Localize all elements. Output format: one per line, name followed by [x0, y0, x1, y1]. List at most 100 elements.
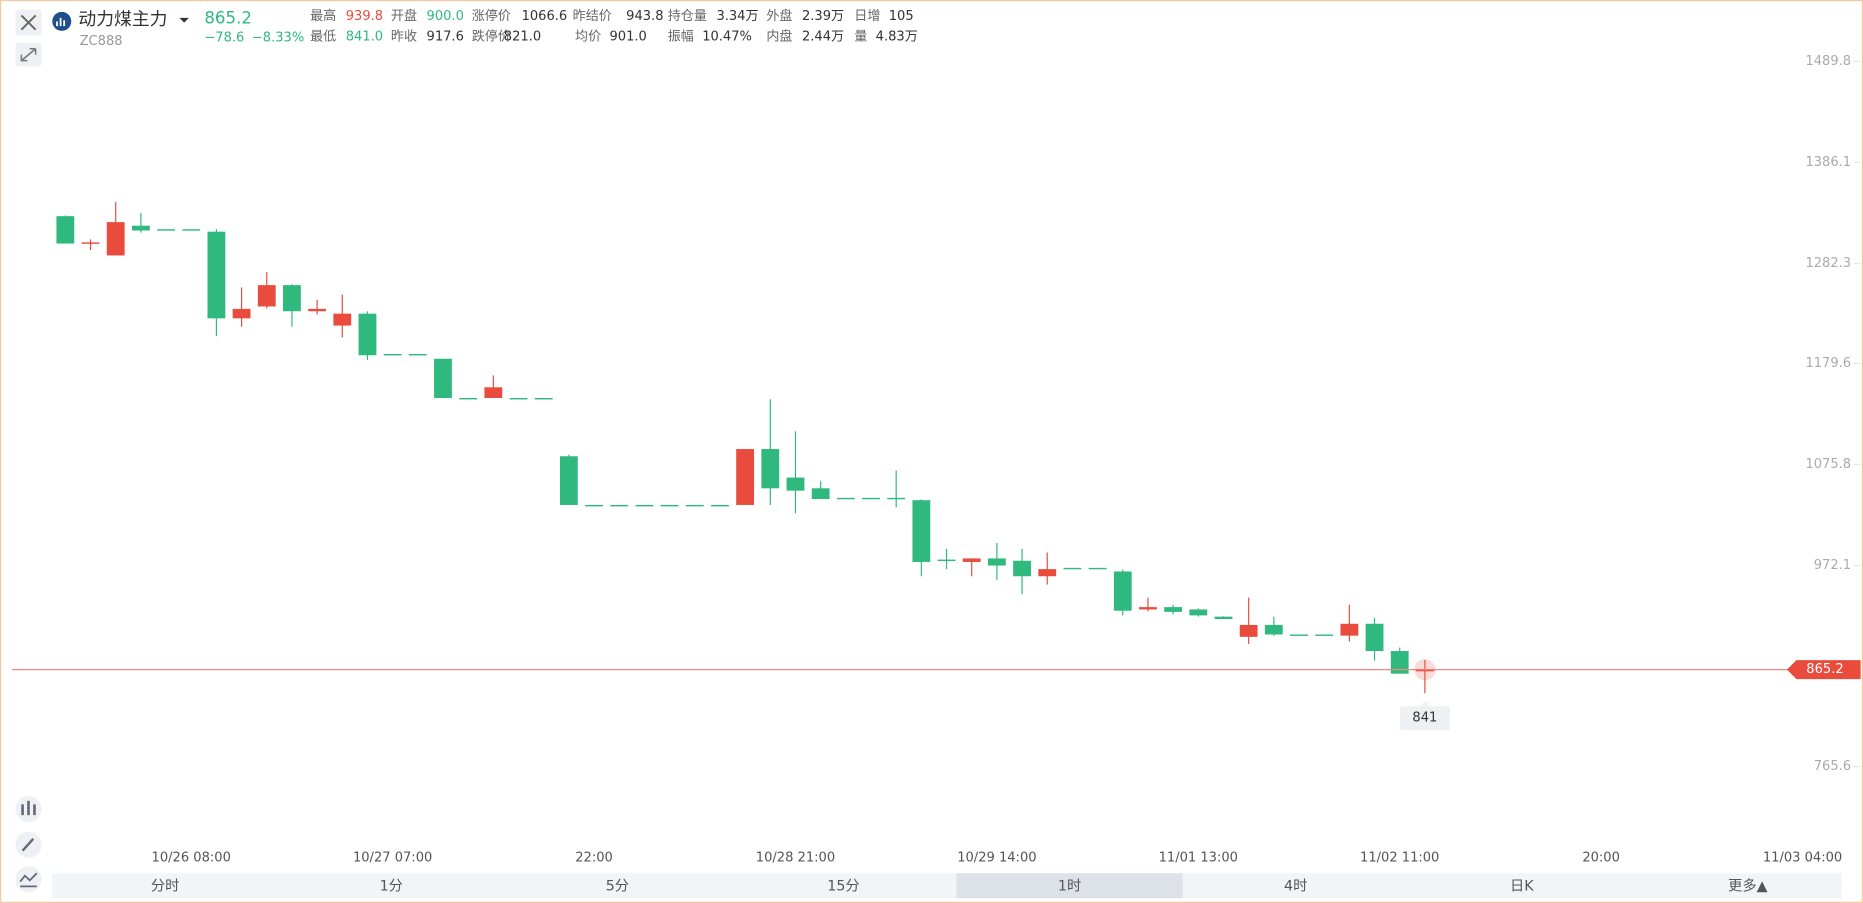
period-tab[interactable]: 分时 — [151, 877, 180, 894]
stat-value: 4.83万 — [876, 29, 918, 44]
stat-label: 持仓量 — [668, 9, 707, 24]
logo — [52, 11, 72, 31]
candle-body — [685, 504, 704, 507]
candle-body — [408, 353, 427, 356]
candle-body — [660, 504, 679, 507]
stat-value: 105 — [889, 9, 914, 24]
y-tick-label: 972.1 — [1814, 558, 1851, 573]
stat-label: 日增 — [854, 9, 880, 24]
candle-body — [131, 225, 150, 231]
candle-body — [1063, 567, 1082, 570]
candle-body — [434, 358, 452, 399]
last-price-tag — [1786, 660, 1861, 680]
candle-body — [1113, 571, 1132, 611]
x-tick-label: 10/29 14:00 — [957, 850, 1036, 865]
candle-body — [81, 242, 100, 244]
candle-body — [1290, 634, 1308, 636]
period-tab[interactable]: 15分 — [827, 877, 859, 894]
candle-body — [1390, 651, 1409, 674]
stat-label: 最低 — [310, 29, 336, 44]
close-button[interactable] — [15, 9, 42, 36]
plot-area: 765.6 972.1 1075.8 1179.6 1282.3 1386.1 1489.8… — [11, 54, 1861, 865]
candle-body — [333, 313, 352, 326]
draw-button[interactable] — [15, 831, 42, 858]
candle-body — [736, 449, 755, 505]
period-tab[interactable]: 4时 — [1284, 877, 1307, 894]
x-tick-label: 10/27 07:00 — [353, 850, 432, 865]
period-tab[interactable]: 1时 — [1058, 877, 1081, 894]
x-tick-label: 20:00 — [1582, 850, 1620, 865]
tab-active-bg — [956, 873, 1183, 899]
candle-body — [1214, 616, 1233, 619]
candle-body — [711, 504, 729, 507]
stat-value: 939.8 — [346, 9, 383, 24]
period-tab[interactable]: 更多▲ — [1728, 877, 1768, 894]
price-change-percent: −8.33% — [252, 31, 304, 46]
candle-body — [1365, 623, 1384, 652]
candle-body — [912, 500, 931, 562]
candle-body — [283, 285, 301, 312]
x-tick-label: 11/01 13:00 — [1159, 850, 1238, 865]
period-tab[interactable]: 日K — [1510, 878, 1534, 894]
last-price-glow — [1414, 658, 1436, 681]
candle-body — [182, 229, 201, 231]
candle-body — [308, 308, 327, 312]
y-tick-label: 1075.8 — [1805, 457, 1851, 472]
tab-bar — [52, 873, 1842, 899]
candle-body — [1340, 623, 1359, 636]
candle-body — [862, 497, 880, 500]
collapse-button[interactable] — [15, 42, 42, 67]
y-tick-label: 1386.1 — [1805, 155, 1851, 170]
candle-body — [1164, 607, 1183, 612]
candle-body — [207, 231, 226, 319]
candle-body — [962, 558, 981, 562]
y-tick-label: 1489.8 — [1805, 54, 1851, 69]
candle-body — [1315, 634, 1334, 636]
candle-body — [559, 456, 578, 505]
candle-body — [1415, 669, 1434, 672]
candle-body — [585, 504, 603, 507]
low-tooltip-arrow — [1420, 701, 1430, 707]
instrument-name[interactable]: 动力煤主力 — [78, 9, 167, 30]
x-tick-label: 11/02 11:00 — [1360, 850, 1439, 865]
y-tick-label: 1282.3 — [1805, 256, 1851, 271]
candle-body — [1264, 624, 1283, 635]
candle-body — [811, 488, 830, 500]
stat-value: 943.8 — [626, 9, 663, 24]
candle-body — [1088, 567, 1107, 570]
stat-label: 最高 — [310, 8, 336, 24]
candle-body — [1013, 560, 1031, 577]
candle-body — [509, 398, 528, 400]
last-price: 865.2 — [204, 9, 252, 28]
logo-glyph — [56, 17, 66, 27]
candle-body — [232, 308, 251, 319]
candle-body — [1139, 607, 1157, 610]
indicator-button[interactable] — [15, 796, 42, 823]
instrument-code: ZC888 — [80, 34, 123, 49]
chart-style-button[interactable] — [15, 866, 42, 893]
stat-label: 量 — [854, 29, 867, 44]
candle-body — [937, 559, 956, 562]
x-tick-label: 10/26 08:00 — [152, 850, 231, 865]
stat-label: 外盘 — [766, 8, 792, 24]
candle-body — [761, 449, 780, 489]
candle-body — [106, 222, 125, 256]
low-tooltip-label: 841 — [1412, 711, 1437, 726]
y-tick-label: 1179.6 — [1805, 356, 1851, 371]
stat-value: 2.39万 — [802, 9, 844, 24]
candle-body — [1038, 569, 1057, 577]
stat-label: 涨停价 — [472, 8, 511, 24]
candle-body — [56, 216, 75, 244]
y-tick-label: 765.6 — [1814, 759, 1851, 774]
dropdown-arrow[interactable] — [179, 17, 189, 23]
period-tab[interactable]: 1分 — [380, 877, 403, 894]
period-tab[interactable]: 5分 — [606, 877, 629, 894]
stat-value: 821.0 — [504, 29, 541, 44]
stat-value: 3.34万 — [716, 9, 758, 24]
stat-label: 内盘 — [766, 28, 792, 44]
stat-label: 开盘 — [391, 8, 417, 24]
last-price-label: 865.2 — [1806, 662, 1843, 677]
candle-body — [635, 504, 654, 507]
